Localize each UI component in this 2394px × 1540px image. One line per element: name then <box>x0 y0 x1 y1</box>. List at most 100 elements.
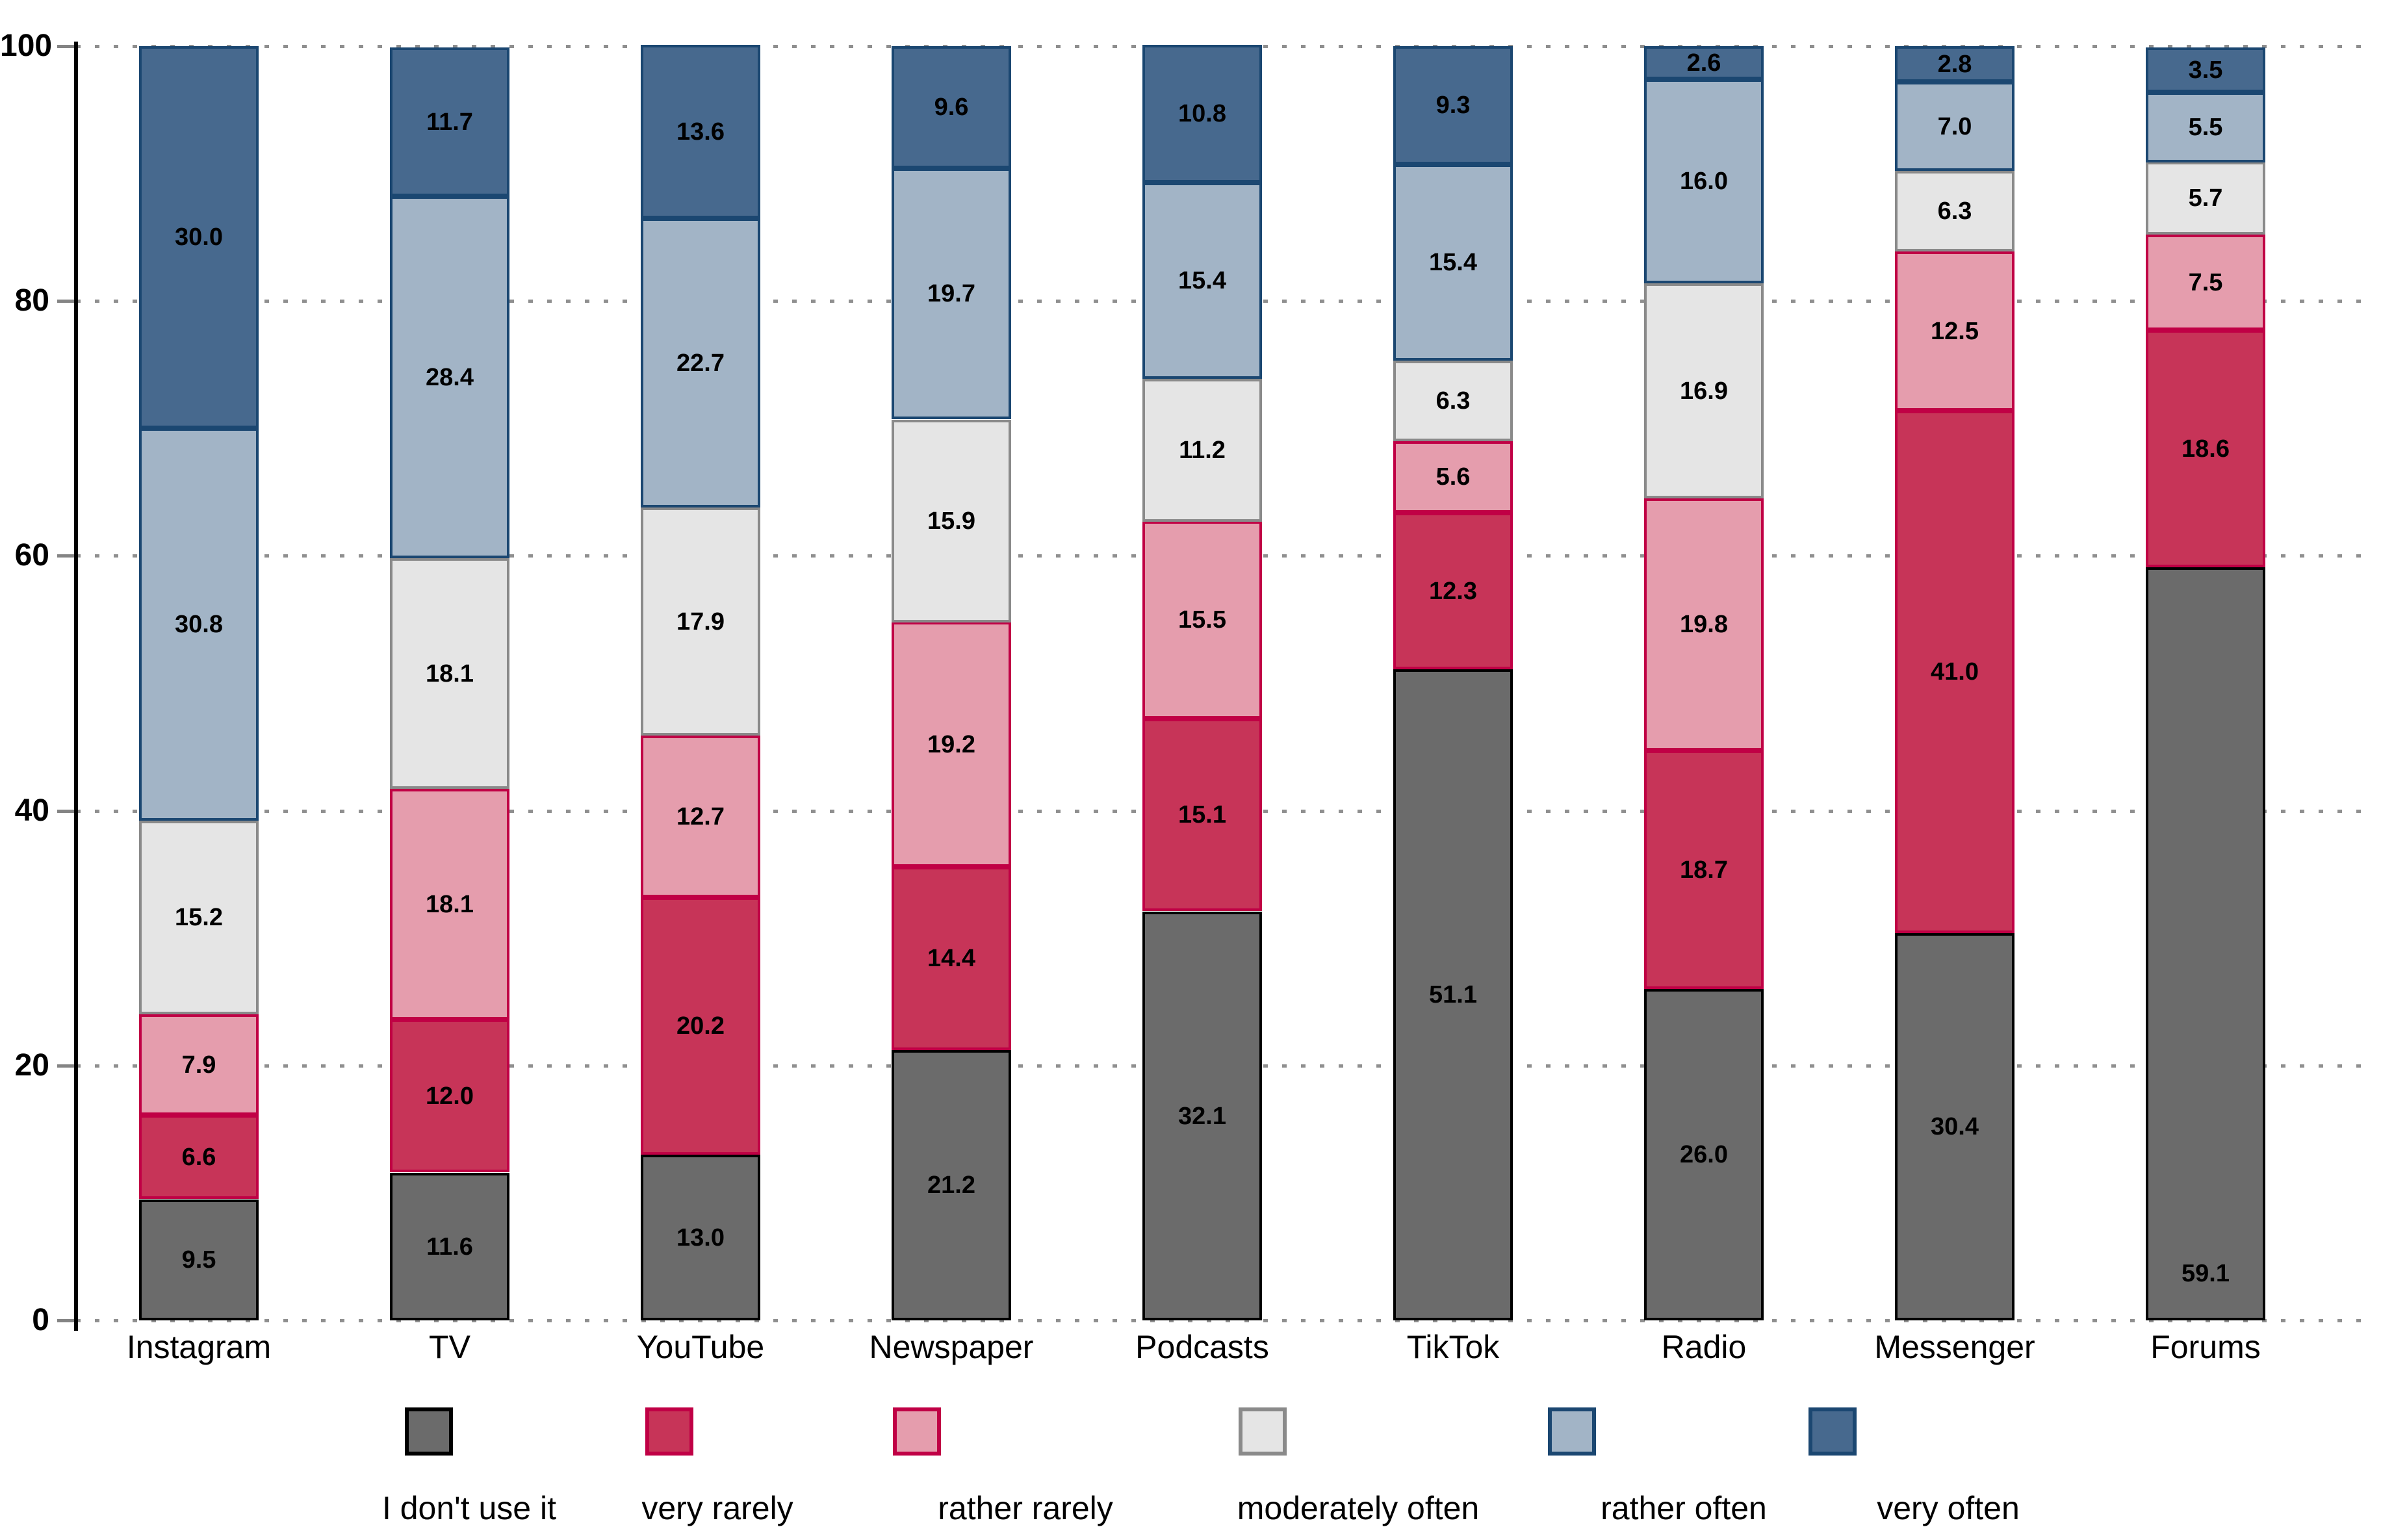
bar-segment-radio-i-don-t-use-it: 26.0 <box>1644 989 1764 1320</box>
segment-value-label: 18.1 <box>426 660 474 687</box>
bar-segment-tv-rather-often: 28.4 <box>390 196 509 558</box>
segment-value-label: 20.2 <box>676 1012 725 1040</box>
bar-segment-tv-very-often: 11.7 <box>390 47 509 196</box>
legend-label-rather-often: rather often <box>1601 1490 1767 1526</box>
x-axis-label-tv: TV <box>429 1329 470 1365</box>
segment-value-label: 12.0 <box>426 1083 474 1110</box>
legend-swatch-moderately-often <box>1239 1407 1287 1456</box>
segment-value-label: 7.5 <box>2188 269 2223 296</box>
segment-value-label: 11.7 <box>426 109 473 136</box>
bar-segment-forums-very-rarely: 18.6 <box>2146 330 2265 567</box>
legend-label-very-often: very often <box>1877 1490 2020 1526</box>
legend-swatch-very-rarely <box>645 1407 693 1456</box>
segment-value-label: 9.6 <box>934 94 969 121</box>
bar-segment-youtube-rather-often: 22.7 <box>641 218 760 507</box>
bar-segment-tiktok-rather-rarely: 5.6 <box>1393 441 1513 513</box>
segment-value-label: 15.4 <box>1429 249 1477 276</box>
segment-value-label: 11.6 <box>426 1233 473 1261</box>
bar-segment-forums-rather-often: 5.5 <box>2146 92 2265 162</box>
segment-value-label: 21.2 <box>927 1172 975 1199</box>
segment-value-label: 15.2 <box>175 904 223 931</box>
segment-value-label: 19.2 <box>927 731 975 758</box>
x-axis-label-newspaper: Newspaper <box>869 1329 1034 1365</box>
legend-label-i-don-t-use-it: I don't use it <box>381 1490 557 1526</box>
y-tick-mark <box>57 300 74 303</box>
bar-segment-messenger-i-don-t-use-it: 30.4 <box>1895 933 2014 1320</box>
legend-swatch-rather-often <box>1548 1407 1596 1456</box>
bar-segment-youtube-very-often: 13.6 <box>641 45 760 218</box>
segment-value-label: 7.9 <box>181 1051 216 1079</box>
segment-value-label: 16.9 <box>1680 378 1728 405</box>
y-tick-label: 80 <box>14 283 49 318</box>
segment-value-label: 22.7 <box>676 350 725 377</box>
bar-segment-messenger-very-rarely: 41.0 <box>1895 411 2014 933</box>
segment-value-label: 13.6 <box>676 118 725 146</box>
bar-segment-youtube-rather-rarely: 12.7 <box>641 736 760 897</box>
bar-segment-forums-moderately-often: 5.7 <box>2146 162 2265 235</box>
segment-value-label: 3.5 <box>2188 57 2223 84</box>
x-axis-label-messenger: Messenger <box>1874 1329 2035 1365</box>
segment-value-label: 9.5 <box>181 1246 216 1274</box>
y-tick-mark <box>57 1319 74 1322</box>
bar-segment-newspaper-moderately-often: 15.9 <box>892 420 1011 622</box>
bar-segment-tiktok-moderately-often: 6.3 <box>1393 361 1513 441</box>
y-axis-line <box>74 42 78 1331</box>
x-axis-label-tiktok: TikTok <box>1406 1329 1500 1365</box>
y-tick-label: 20 <box>14 1048 49 1083</box>
bar-segment-instagram-very-often: 30.0 <box>139 46 259 428</box>
bar-segment-tiktok-i-don-t-use-it: 51.1 <box>1393 669 1513 1320</box>
bar-segment-podcasts-very-often: 10.8 <box>1142 45 1262 183</box>
segment-value-label: 19.8 <box>1680 611 1728 638</box>
y-tick-label: 100 <box>0 29 53 63</box>
y-tick-mark <box>57 1064 74 1068</box>
segment-value-label: 51.1 <box>1429 981 1477 1008</box>
segment-value-label: 12.3 <box>1429 578 1477 605</box>
bar-segment-newspaper-rather-rarely: 19.2 <box>892 622 1011 867</box>
bar-segment-instagram-very-rarely: 6.6 <box>139 1115 259 1199</box>
bar-segment-podcasts-moderately-often: 11.2 <box>1142 379 1262 522</box>
bar-segment-instagram-moderately-often: 15.2 <box>139 821 259 1014</box>
y-tick-label: 40 <box>14 793 49 828</box>
legend-swatch-very-often <box>1808 1407 1857 1456</box>
bar-segment-instagram-i-don-t-use-it: 9.5 <box>139 1200 259 1320</box>
bar-segment-messenger-rather-often: 7.0 <box>1895 82 2014 171</box>
segment-value-label: 2.6 <box>1686 49 1721 77</box>
legend-label-moderately-often: moderately often <box>1237 1490 1480 1526</box>
x-axis-label-youtube: YouTube <box>636 1329 765 1365</box>
bar-segment-instagram-rather-rarely: 7.9 <box>139 1014 259 1115</box>
segment-value-label: 15.5 <box>1178 606 1226 634</box>
segment-value-label: 17.9 <box>676 608 725 635</box>
bar-segment-tv-very-rarely: 12.0 <box>390 1020 509 1172</box>
y-tick-mark <box>57 810 74 813</box>
y-tick-label: 60 <box>14 538 49 572</box>
bar-segment-podcasts-rather-often: 15.4 <box>1142 183 1262 379</box>
gridline-y0 <box>76 1319 2365 1322</box>
segment-value-label: 11.2 <box>1179 437 1226 464</box>
bar-segment-forums-very-often: 3.5 <box>2146 47 2265 92</box>
segment-value-label: 16.0 <box>1680 168 1728 195</box>
bar-segment-forums-rather-rarely: 7.5 <box>2146 235 2265 330</box>
segment-value-label: 28.4 <box>426 364 474 391</box>
y-tick-mark <box>57 554 74 558</box>
segment-value-label: 6.3 <box>1937 198 1972 225</box>
bar-segment-tiktok-very-rarely: 12.3 <box>1393 513 1513 669</box>
bar-segment-newspaper-rather-often: 19.7 <box>892 168 1011 419</box>
bar-segment-tv-moderately-often: 18.1 <box>390 558 509 789</box>
bar-segment-tv-rather-rarely: 18.1 <box>390 789 509 1020</box>
bar-segment-instagram-rather-often: 30.8 <box>139 428 259 821</box>
segment-value-label: 30.8 <box>175 611 223 638</box>
bar-segment-podcasts-rather-rarely: 15.5 <box>1142 521 1262 719</box>
segment-value-label: 14.4 <box>927 945 975 972</box>
bar-segment-radio-moderately-often: 16.9 <box>1644 283 1764 498</box>
segment-value-label: 15.1 <box>1178 801 1226 828</box>
legend-swatch-i-don-t-use-it <box>405 1407 453 1456</box>
segment-value-label: 6.6 <box>181 1144 216 1171</box>
bar-segment-messenger-moderately-often: 6.3 <box>1895 171 2014 251</box>
bar-segment-forums-i-don-t-use-it: 59.1 <box>2146 567 2265 1320</box>
bar-segment-newspaper-very-rarely: 14.4 <box>892 867 1011 1050</box>
segment-value-label: 15.4 <box>1178 267 1226 294</box>
bar-segment-radio-rather-rarely: 19.8 <box>1644 498 1764 751</box>
bar-segment-youtube-very-rarely: 20.2 <box>641 897 760 1155</box>
segment-value-label: 13.0 <box>676 1224 725 1251</box>
segment-value-label: 9.3 <box>1435 92 1471 119</box>
